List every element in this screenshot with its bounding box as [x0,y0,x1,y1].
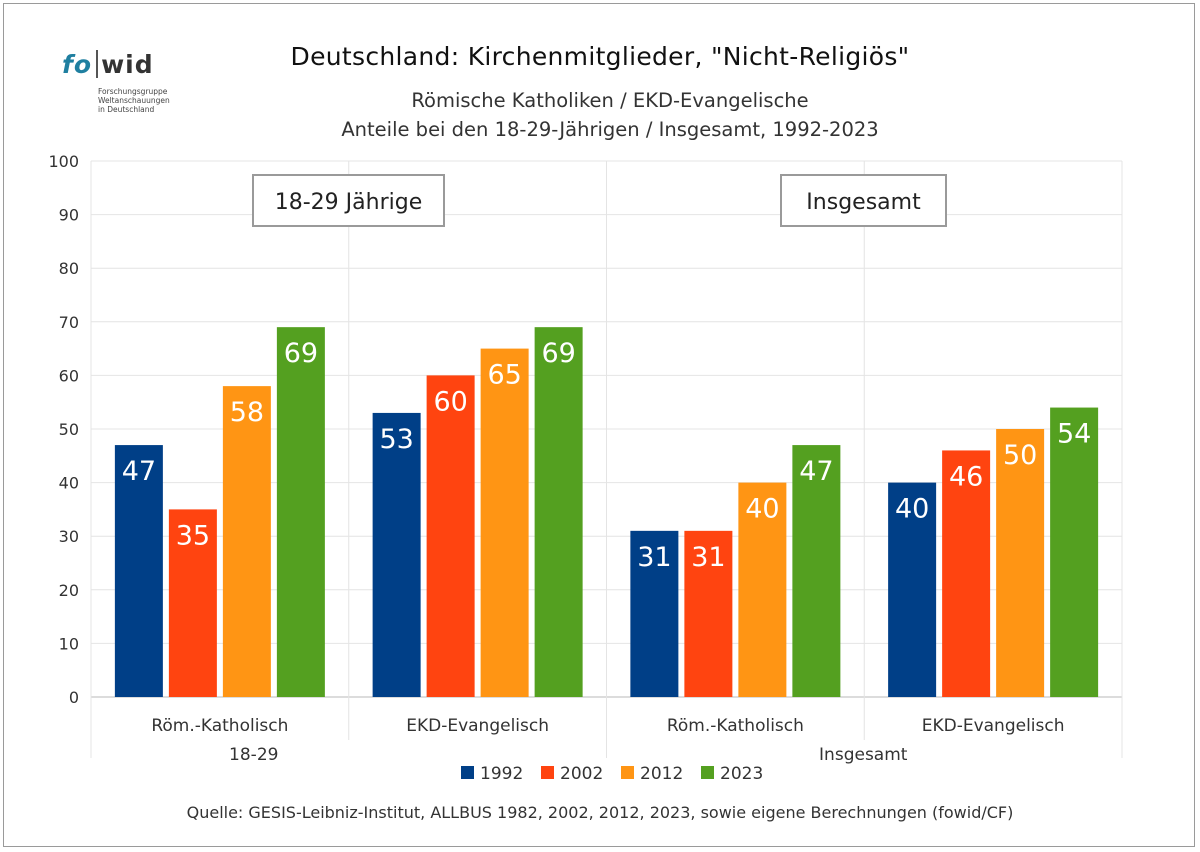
y-tick-label: 100 [48,152,79,171]
bar-2012 [738,482,787,697]
y-tick-label: 70 [59,313,79,332]
panel-label-box [780,174,947,227]
legend-swatch-2012 [621,766,634,779]
y-tick-label: 10 [59,634,79,653]
panel-label: 18-29 Jährige [275,190,423,215]
logo-fo: fo [62,50,93,79]
bar-1992 [372,412,421,697]
data-label: 60 [433,386,467,417]
data-label: 65 [487,360,521,391]
chart-subtitle-2: Anteile bei den 18-29-Jährigen / Insgesa… [341,118,879,141]
x-tick-label: Röm.-Katholisch [151,716,288,736]
data-label: 58 [230,397,264,428]
data-label: 54 [1057,419,1091,450]
data-label: 69 [541,338,575,369]
x-tick-label: Röm.-Katholisch [667,716,804,736]
data-label: 40 [745,494,779,525]
panel-label-box [252,174,445,227]
chart-subtitle-1: Römische Katholiken / EKD-Evangelische [411,89,809,112]
data-label: 31 [691,542,725,573]
legend-label: 2002 [560,764,603,784]
y-tick-label: 80 [59,259,79,278]
data-label: 31 [637,542,671,573]
bar-2012 [480,348,529,697]
legend-swatch-2023 [701,766,714,779]
bar-1992 [630,530,679,697]
data-label: 69 [284,338,318,369]
y-tick-label: 50 [59,420,79,439]
x-tick-label: EKD-Evangelisch [922,716,1065,736]
bar-2023 [1050,407,1099,697]
chart-frame [3,3,1195,847]
bar-2002 [426,375,475,697]
logo-wordmark: fo wid [62,50,154,79]
y-tick-label: 60 [59,366,79,385]
source-note: Quelle: GESIS-Leibniz-Institut, ALLBUS 1… [186,803,1014,822]
data-label: 46 [949,461,983,492]
fowid-logo: fo wid Forschungsgruppe Weltanschauungen … [62,50,202,122]
logo-wid: wid [101,50,154,79]
data-label: 47 [122,456,156,487]
legend-label: 2012 [640,764,683,784]
data-label: 53 [379,424,413,455]
x-group-label: Insgesamt [819,745,908,765]
logo-subtitle: Forschungsgruppe Weltanschauungen in Deu… [98,87,170,114]
bar-1992 [888,482,937,697]
data-label: 47 [799,456,833,487]
y-tick-label: 20 [59,581,79,600]
y-tick-label: 30 [59,527,79,546]
x-tick-label: EKD-Evangelisch [406,716,549,736]
y-tick-label: 40 [59,474,79,493]
y-tick-label: 90 [59,206,79,225]
data-label: 35 [176,520,210,551]
x-group-label: 18-29 [229,745,278,765]
bar-2023 [276,327,325,697]
legend-label: 1992 [480,764,523,784]
legend-swatch-2002 [541,766,554,779]
legend-swatch-1992 [461,766,474,779]
chart-title: Deutschland: Kirchenmitglieder, "Nicht-R… [290,42,910,71]
legend-label: 2023 [720,764,763,784]
bar-2002 [168,509,217,697]
bar-2012 [996,429,1045,697]
bar-2012 [222,386,271,697]
bar-2002 [942,450,991,697]
bar-2002 [684,530,733,697]
bar-1992 [114,445,163,697]
y-tick-label: 0 [69,688,79,707]
panel-label: Insgesamt [806,190,921,215]
bar-2023 [792,445,841,697]
bar-2023 [534,327,583,697]
data-label: 40 [895,494,929,525]
data-label: 50 [1003,440,1037,471]
